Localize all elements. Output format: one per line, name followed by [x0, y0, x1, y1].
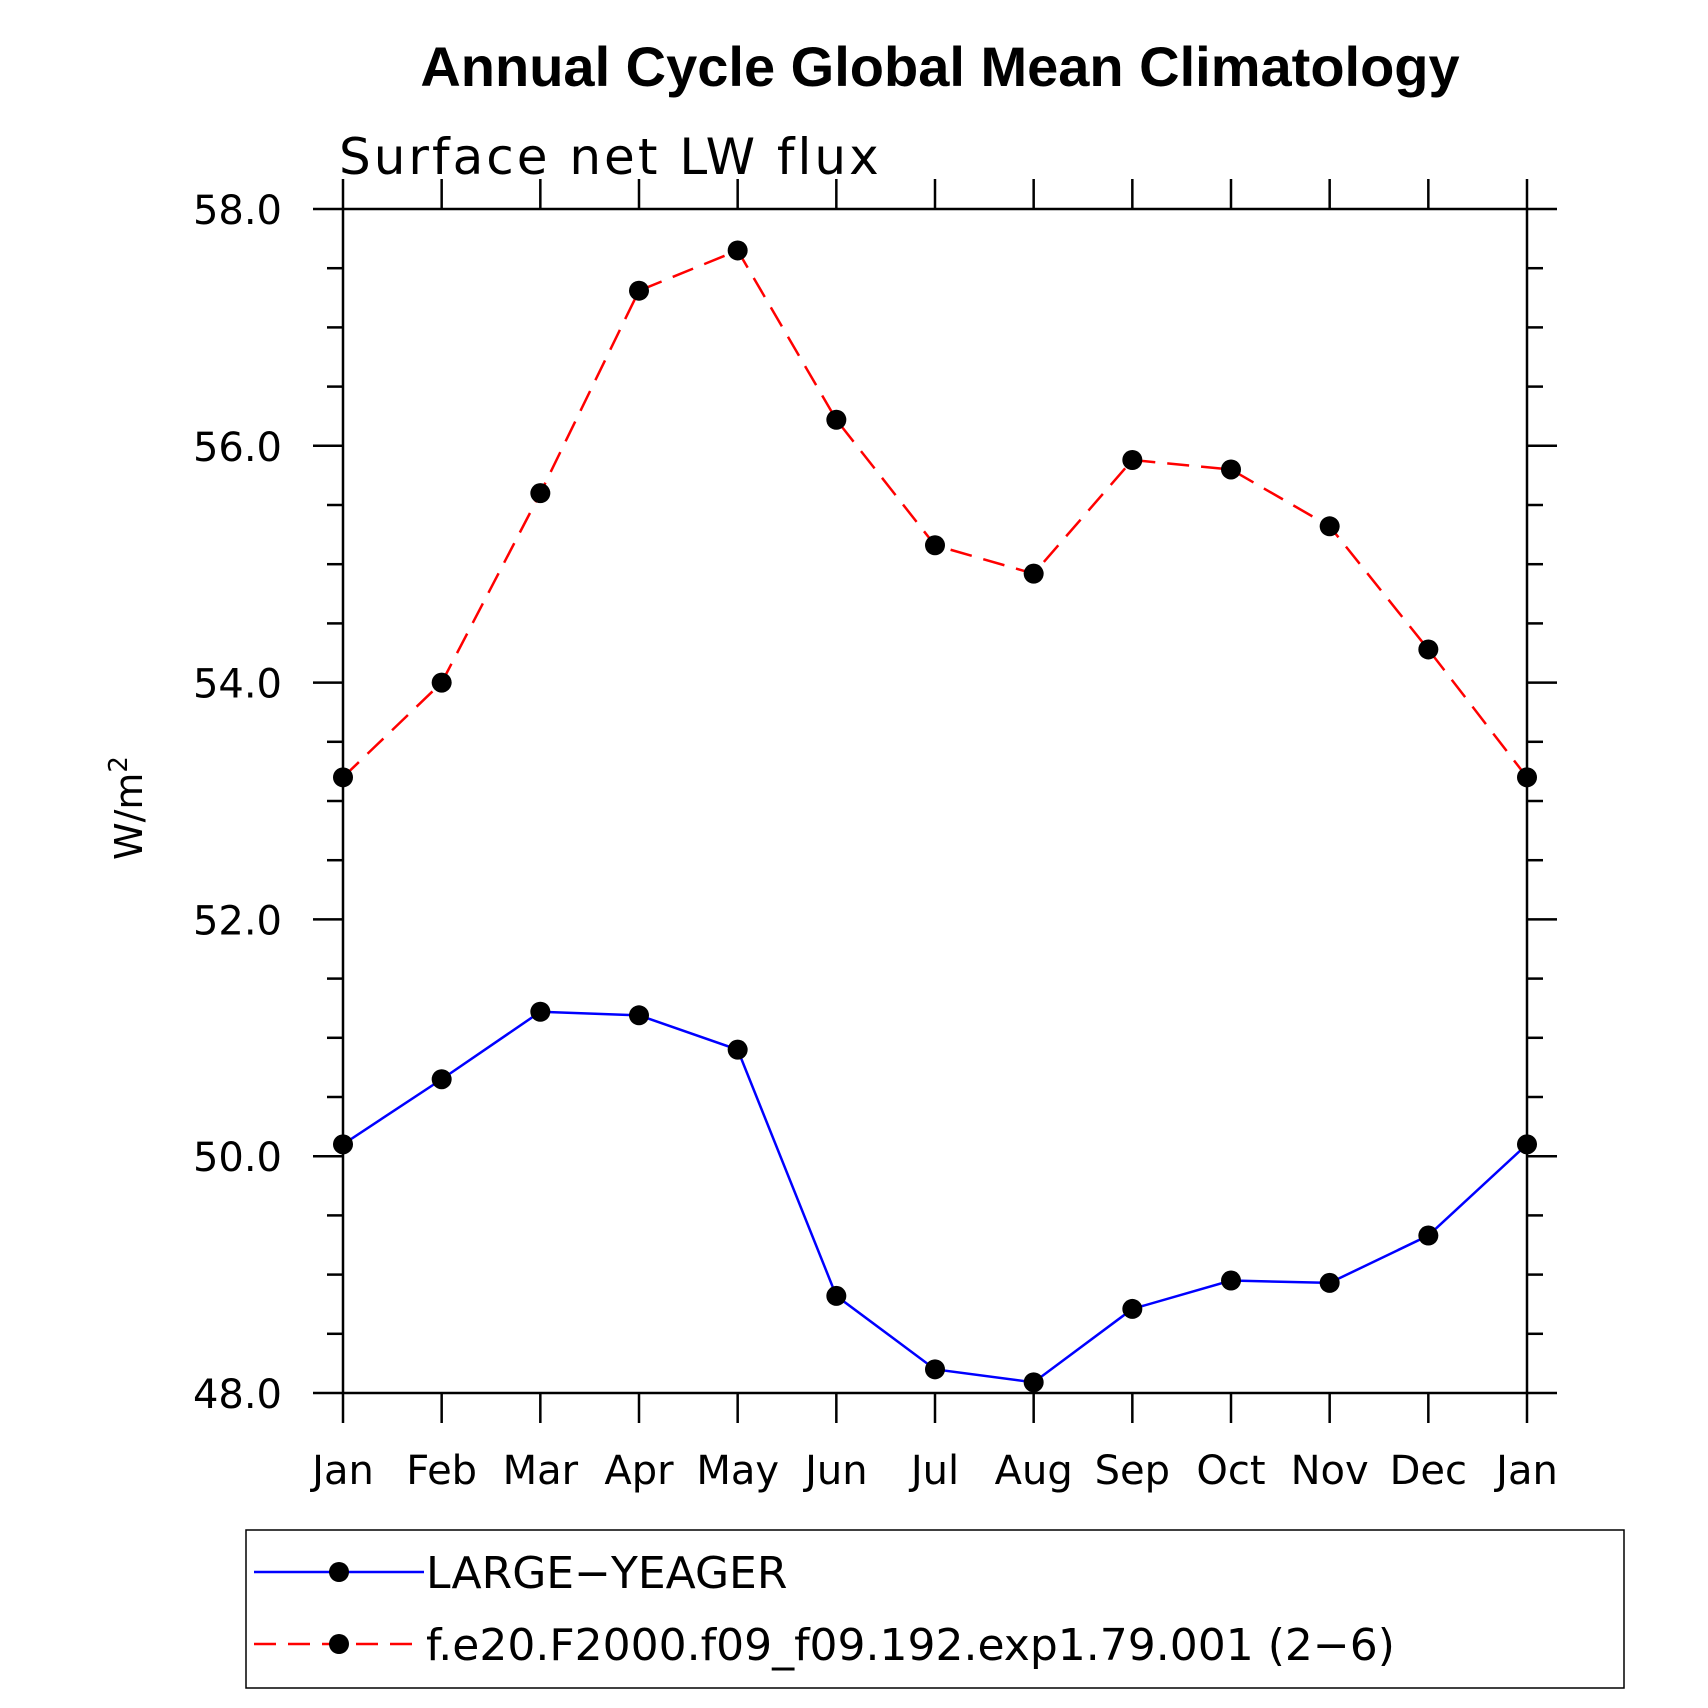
series-2-point	[530, 483, 551, 504]
series-1-point	[1319, 1272, 1340, 1293]
x-tick-label: Dec	[1390, 1448, 1467, 1494]
series-2-point	[1122, 450, 1143, 471]
y-axis-label: W/m2	[104, 756, 151, 860]
series-1-point	[629, 1005, 649, 1026]
series-1-point	[530, 1001, 551, 1022]
series-2-point	[1418, 639, 1439, 660]
series-1-point	[826, 1285, 847, 1306]
series-2-point	[1319, 516, 1340, 537]
y-axis-label-superscript: 2	[104, 756, 134, 773]
x-tick-label: Mar	[503, 1448, 579, 1494]
x-tick-label: May	[696, 1448, 779, 1494]
y-tick-label: 54.0	[193, 662, 282, 708]
series-2-point	[1023, 563, 1044, 584]
y-tick-label: 58.0	[193, 188, 282, 234]
x-tick-labels: Jan Feb Mar Apr May Jun Jul Aug Sep Oct Nov Dec Jan	[309, 1448, 1558, 1494]
series-layer	[333, 240, 1537, 1393]
legend-label-2: f.e20.F2000.f09_f09.192.exp1.79.001 (2−6…	[426, 1620, 1395, 1671]
y-tick-label: 52.0	[193, 898, 282, 944]
x-tick-label: Nov	[1291, 1448, 1369, 1494]
series-1-point	[431, 1069, 452, 1090]
series-1-point	[1122, 1298, 1143, 1319]
legend-marker-2	[329, 1634, 349, 1654]
series-1-point	[925, 1359, 945, 1380]
x-tick-label: Aug	[995, 1448, 1073, 1494]
x-tick-label: Jan	[309, 1448, 374, 1494]
series-1-point	[1418, 1225, 1439, 1246]
x-tick-label: Jan	[1493, 1448, 1558, 1494]
series-line-2	[342, 248, 1528, 779]
axis-ticks	[313, 179, 1557, 1423]
series-1-point	[1221, 1270, 1241, 1291]
legend: LARGE−YEAGER f.e20.F2000.f09_f09.192.exp1…	[245, 1529, 1625, 1689]
legend-marker-1	[329, 1562, 349, 1582]
x-tick-label: Jul	[908, 1448, 959, 1494]
series-2-point	[1221, 459, 1241, 480]
series-1-point	[727, 1039, 748, 1060]
x-tick-label: Jun	[802, 1448, 868, 1494]
legend-items: LARGE−YEAGER f.e20.F2000.f09_f09.192.exp1…	[254, 1548, 1395, 1671]
y-tick-labels: 58.0 56.0 54.0 52.0 50.0 48.0	[193, 188, 282, 1418]
legend-label-1: LARGE−YEAGER	[426, 1548, 787, 1599]
x-tick-label: Sep	[1095, 1448, 1170, 1494]
series-2-point	[629, 280, 649, 301]
series-line-1	[342, 1010, 1528, 1384]
chart-title: Annual Cycle Global Mean Climatology	[420, 35, 1459, 98]
y-tick-label: 48.0	[193, 1372, 282, 1418]
x-tick-label: Apr	[604, 1448, 674, 1494]
series-2-point	[431, 672, 452, 693]
chart-subtitle: Surface net LW flux	[339, 128, 882, 186]
series-2-point	[925, 535, 945, 556]
y-tick-label: 56.0	[193, 425, 282, 471]
series-2-point	[727, 240, 748, 261]
legend-box	[245, 1529, 1625, 1689]
x-tick-label: Feb	[406, 1448, 477, 1494]
plot-frame	[341, 207, 1529, 1395]
y-axis-label-text: W/m	[107, 773, 151, 860]
series-1-point	[1023, 1372, 1044, 1393]
x-tick-label: Oct	[1196, 1448, 1265, 1494]
y-tick-label: 50.0	[193, 1135, 282, 1181]
series-2-point	[826, 409, 847, 430]
